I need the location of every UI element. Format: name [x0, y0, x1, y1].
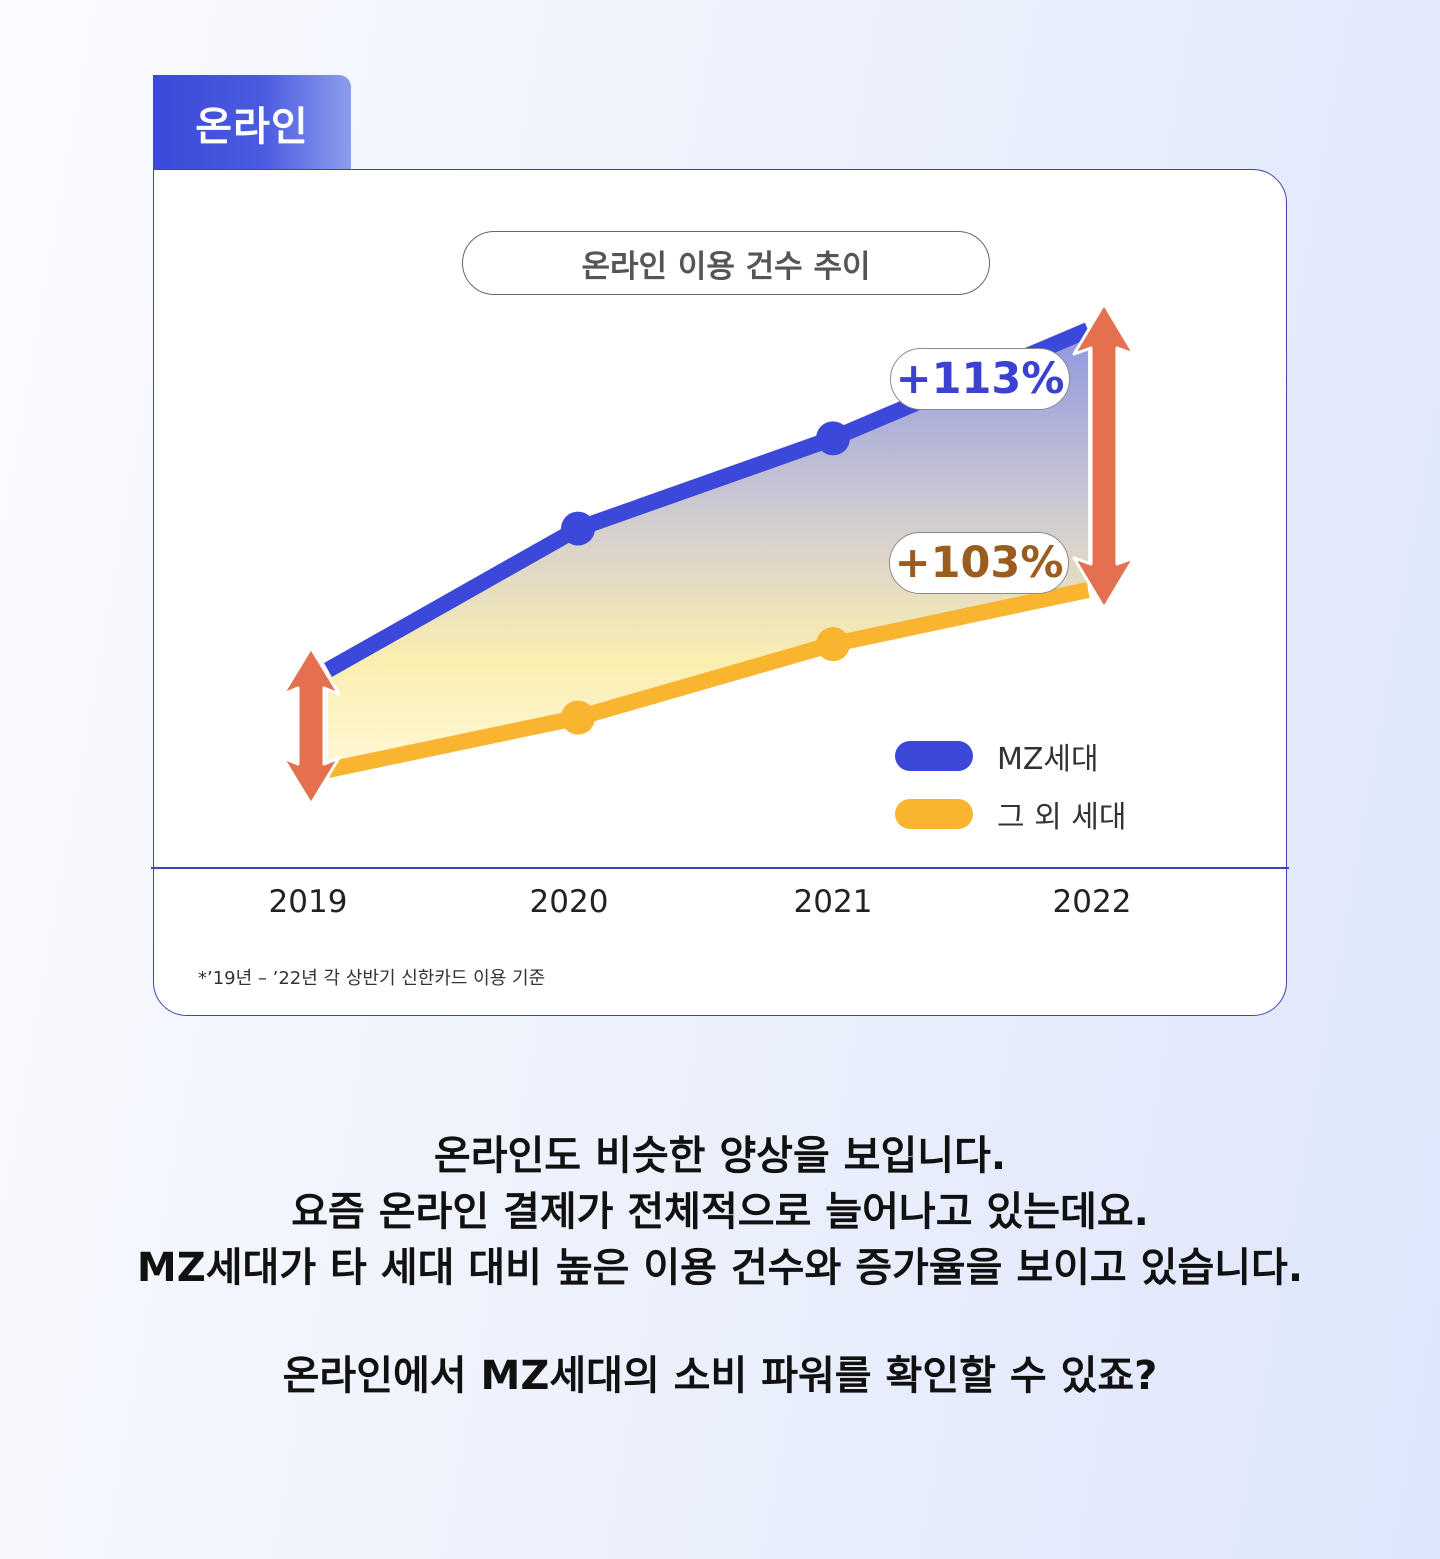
x-axis-line [151, 867, 1289, 869]
legend-item-other: 그 외 세대 [895, 792, 1126, 836]
legend-label-mz: MZ세대 [997, 742, 1099, 777]
x-tick-label: 2021 [793, 884, 873, 920]
legend-item-mz: MZ세대 [895, 734, 1099, 778]
mz-growth-label: +113% [895, 354, 1065, 404]
data-point-marker [561, 700, 595, 735]
closing-line: 온라인에서 MZ세대의 소비 파워를 확인할 수 있죠? [282, 1353, 1158, 1399]
data-point-marker [816, 421, 850, 456]
description-line: 요즘 온라인 결제가 전체적으로 늘어나고 있는데요. [291, 1189, 1149, 1235]
legend-label-other: 그 외 세대 [997, 800, 1127, 835]
x-tick-label: 2019 [268, 884, 348, 920]
description-text: 온라인도 비슷한 양상을 보입니다. 요즘 온라인 결제가 전체적으로 늘어나고… [0, 1128, 1440, 1404]
gap-arrow-2022 [1072, 302, 1136, 610]
description-line: MZ세대가 타 세대 대비 높은 이용 건수와 증가율을 보이고 있습니다. [136, 1245, 1304, 1291]
series-line-1 [326, 582, 1090, 778]
legend-swatch-other [895, 799, 973, 829]
chart-canvas [281, 302, 1136, 806]
online-tab: 온라인 [153, 75, 351, 170]
x-tick-label: 2022 [1052, 884, 1132, 920]
other-growth-label: +103% [894, 538, 1064, 588]
chart-footnote: *’19년 – ’22년 각 상반기 신한카드 이용 기준 [198, 968, 546, 989]
gap-fill-area [328, 330, 1088, 770]
gap-arrow-2019 [281, 646, 341, 806]
data-point-marker [816, 627, 850, 662]
legend-swatch-mz [895, 741, 973, 771]
chart-title: 온라인 이용 건수 추이 [462, 231, 990, 295]
other-growth-badge: +103% [889, 532, 1069, 594]
mz-growth-badge: +113% [890, 348, 1070, 410]
description-line: 온라인도 비슷한 양상을 보입니다. [433, 1133, 1007, 1179]
data-point-marker [561, 511, 595, 546]
x-tick-label: 2020 [529, 884, 609, 920]
